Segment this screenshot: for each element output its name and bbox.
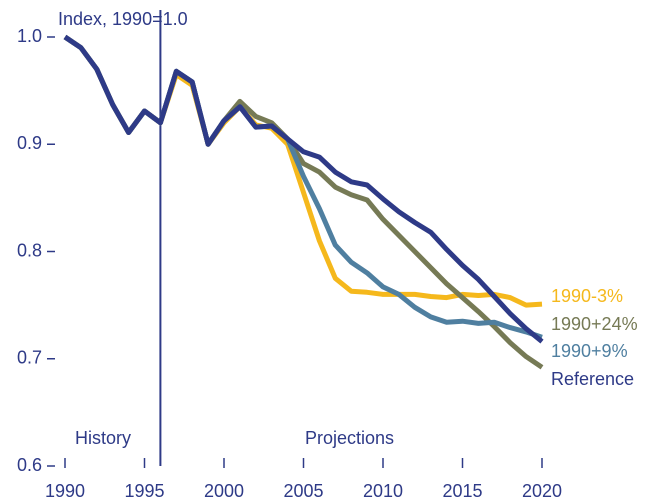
x-tick-label: 2000 [204, 481, 244, 501]
series-line [63, 34, 544, 370]
y-tick-label: 0.9 [17, 133, 42, 153]
y-tick-label: 0.6 [17, 455, 42, 475]
series-label: Reference [551, 369, 634, 389]
y-tick-label: 1.0 [17, 26, 42, 46]
x-tick-label: 1990 [45, 481, 85, 501]
series-label: 1990+9% [551, 341, 628, 361]
axis-label: Index, 1990=1.0 [58, 9, 188, 29]
x-tick-label: 2005 [283, 481, 323, 501]
series-label: 1990+24% [551, 314, 638, 334]
series-line [63, 34, 544, 344]
annotation: Projections [305, 428, 394, 448]
x-tick-label: 2020 [522, 481, 562, 501]
annotation: History [75, 428, 131, 448]
y-tick-label: 0.8 [17, 240, 42, 260]
x-tick-label: 2010 [363, 481, 403, 501]
y-tick-label: 0.7 [17, 348, 42, 368]
x-tick-label: 2015 [442, 481, 482, 501]
series-label: 1990-3% [551, 286, 623, 306]
x-tick-label: 1995 [124, 481, 164, 501]
